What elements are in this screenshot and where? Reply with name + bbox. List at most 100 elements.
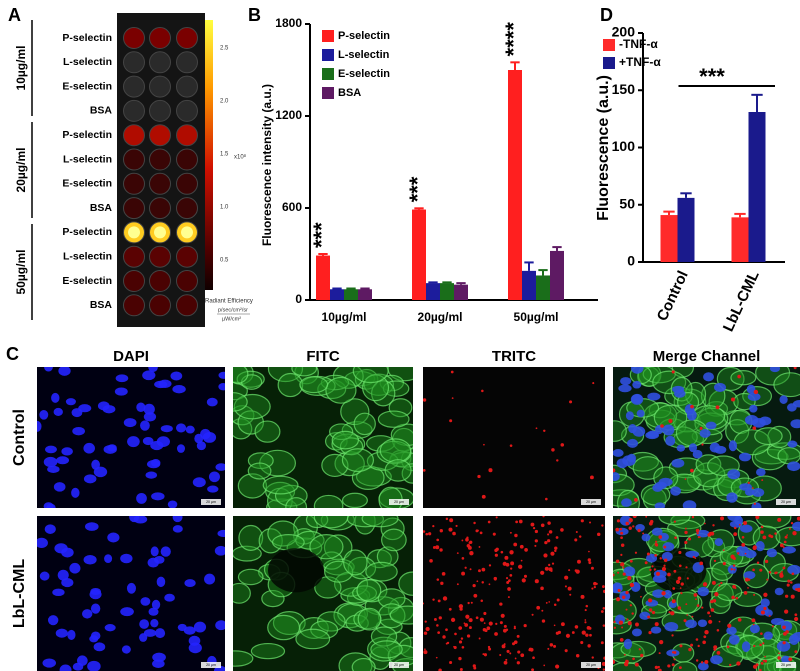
nucleus — [61, 447, 73, 456]
red-dot — [678, 550, 682, 555]
red-dot — [438, 616, 442, 620]
nucleus — [613, 583, 623, 594]
red-dot — [600, 610, 604, 613]
red-dot — [548, 563, 551, 567]
cell — [305, 516, 329, 529]
red-dot — [702, 582, 708, 587]
micrograph: 20 µm — [233, 516, 413, 671]
micrograph-bg — [423, 367, 605, 508]
red-dot — [456, 552, 459, 555]
red-dot — [536, 605, 541, 610]
cell — [384, 459, 412, 482]
red-dot — [456, 583, 459, 586]
row-label: E-selectin — [62, 178, 112, 190]
scale-bar-label: 20 µm — [206, 663, 216, 667]
nucleus — [107, 532, 120, 543]
red-dot — [760, 661, 764, 665]
nucleus — [208, 471, 220, 483]
red-dot — [782, 566, 786, 570]
red-dot — [620, 562, 625, 567]
cell — [343, 549, 368, 576]
nucleus — [69, 562, 81, 574]
red-dot — [535, 427, 538, 430]
red-dot — [762, 535, 767, 540]
red-dot — [600, 641, 604, 645]
red-dot — [691, 516, 695, 519]
nucleus — [193, 621, 207, 633]
legend-swatch — [322, 49, 334, 61]
red-dot — [466, 634, 471, 638]
nucleus — [87, 660, 101, 671]
red-dot — [466, 543, 471, 548]
nucleus — [207, 485, 219, 493]
panel-label: A — [8, 5, 21, 25]
y-tick-label: 150 — [612, 81, 636, 97]
red-dot — [461, 571, 466, 576]
red-dot — [786, 583, 790, 587]
well — [176, 27, 198, 49]
nucleus — [641, 533, 651, 542]
nucleus — [126, 582, 136, 594]
red-dot — [548, 601, 551, 603]
cell — [277, 372, 304, 398]
red-dot — [529, 647, 534, 652]
red-dot — [648, 630, 652, 635]
red-dot — [700, 661, 704, 664]
red-dot — [764, 659, 768, 663]
colorbar-tick: 1.0 — [220, 205, 229, 211]
y-tick-label: 0 — [295, 292, 302, 306]
red-dot — [684, 478, 687, 480]
well — [176, 124, 198, 147]
red-dot — [469, 551, 474, 556]
red-dot — [545, 497, 548, 501]
red-dot — [623, 653, 626, 656]
nucleus — [120, 607, 134, 617]
red-dot — [499, 621, 503, 625]
red-dot — [507, 587, 511, 591]
cell — [323, 534, 353, 561]
scale-bar-label: 20 µm — [781, 500, 791, 504]
red-dot — [794, 616, 799, 622]
red-dot — [560, 443, 565, 447]
red-dot — [505, 577, 509, 580]
red-dot — [593, 585, 596, 589]
nucleus — [616, 458, 628, 469]
red-dot — [796, 587, 800, 593]
red-dot — [520, 653, 525, 658]
well — [149, 27, 171, 49]
nucleus — [65, 398, 76, 406]
red-dot — [467, 601, 470, 605]
red-dot — [788, 657, 793, 662]
red-dot — [714, 592, 719, 597]
nucleus — [792, 400, 800, 408]
scale-bar-box — [389, 499, 409, 505]
red-dot — [768, 614, 771, 617]
red-dot — [464, 623, 469, 627]
red-dot — [787, 579, 791, 583]
nucleus — [774, 587, 784, 596]
red-dot — [513, 640, 518, 645]
red-dot — [543, 553, 548, 558]
red-dot — [449, 419, 453, 423]
row-label: E-selectin — [62, 80, 112, 92]
nucleus — [787, 440, 798, 448]
nucleus — [120, 553, 133, 564]
nucleus — [45, 445, 57, 454]
red-dot — [733, 568, 736, 571]
red-dot — [747, 481, 750, 484]
red-dot — [591, 587, 594, 590]
cell — [267, 614, 301, 641]
red-dot — [487, 645, 491, 649]
nucleus — [140, 420, 150, 431]
red-dot — [464, 566, 467, 569]
cell — [670, 516, 706, 530]
red-dot — [437, 631, 441, 635]
nucleus — [749, 404, 758, 413]
red-dot — [531, 613, 534, 616]
red-dot — [481, 581, 484, 584]
red-dot — [439, 548, 443, 552]
nucleus — [172, 525, 183, 533]
cell — [773, 372, 800, 398]
red-dot — [478, 546, 481, 548]
red-dot — [620, 536, 623, 540]
